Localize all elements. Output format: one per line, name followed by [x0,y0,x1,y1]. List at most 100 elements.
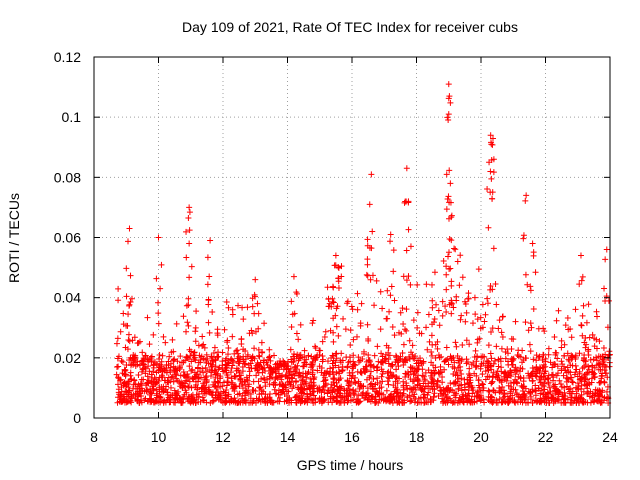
data-point [403,247,410,254]
data-point [249,330,256,337]
data-point [378,359,385,366]
data-point [445,95,452,102]
data-point [448,310,455,317]
data-point [125,331,132,338]
data-point [301,399,308,406]
data-point [569,388,576,395]
data-point [293,289,300,296]
data-point [447,99,454,106]
data-point [207,360,214,367]
data-point [234,399,241,406]
data-point [410,355,417,362]
data-point [564,375,571,382]
data-point [545,380,552,387]
data-point [364,321,371,328]
data-point [310,376,317,383]
data-point [248,365,255,372]
data-point [160,333,167,340]
data-point [499,384,506,391]
data-point [208,353,215,360]
data-point [475,392,482,399]
data-point [602,297,609,304]
data-point [244,377,251,384]
data-point [236,390,243,397]
data-point [198,385,205,392]
data-point [192,378,199,385]
data-point [567,394,574,401]
data-point [585,301,592,308]
data-point [378,384,385,391]
data-point [407,281,414,288]
data-point [347,342,354,349]
data-point [316,351,323,358]
data-point [189,366,196,373]
data-point [211,344,218,351]
data-point [464,359,471,366]
data-point [217,390,224,397]
data-point [155,320,162,327]
data-point [558,344,565,351]
data-point [542,358,549,365]
data-point [253,372,260,379]
data-point [405,226,412,233]
data-point [481,353,488,360]
data-point [514,352,521,359]
data-point [581,354,588,361]
data-point [530,249,537,256]
data-point [194,386,201,393]
data-point [213,370,220,377]
data-point [450,304,457,311]
data-point [576,350,583,357]
data-point [354,368,361,375]
data-point [496,376,503,383]
data-point [125,238,132,245]
data-point [525,372,532,379]
data-point [325,399,332,406]
data-point [113,340,120,347]
data-point [144,356,151,363]
data-point [488,175,495,182]
data-point [512,318,519,325]
data-point [572,369,579,376]
data-point [535,384,542,391]
data-point [212,357,219,364]
data-point [529,373,536,380]
data-point [469,384,476,391]
data-point [119,370,126,377]
data-point [439,379,446,386]
data-point [369,272,376,279]
data-point [192,338,199,345]
data-point [256,362,263,369]
data-point [443,263,450,270]
data-point [501,373,508,380]
data-point [584,390,591,397]
data-point [572,352,579,359]
data-point [220,379,227,386]
data-point [357,382,364,389]
data-point [595,366,602,373]
data-point [229,333,236,340]
data-point [135,381,142,388]
data-point [579,398,586,405]
data-point [600,358,607,365]
data-point [150,378,157,385]
data-point [252,293,259,300]
data-point [231,395,238,402]
data-point [335,264,342,271]
data-point [530,306,537,313]
data-point [183,302,190,309]
data-point [522,271,529,278]
x-tick-label: 10 [151,429,167,445]
data-point [247,395,254,402]
data-point [385,344,392,351]
data-point [345,359,352,366]
data-point [335,377,342,384]
data-point [439,395,446,402]
data-point [360,389,367,396]
data-point [379,305,386,312]
data-point [505,350,512,357]
data-point [537,374,544,381]
data-point [147,399,154,406]
data-point [186,227,193,234]
data-point [418,330,425,337]
